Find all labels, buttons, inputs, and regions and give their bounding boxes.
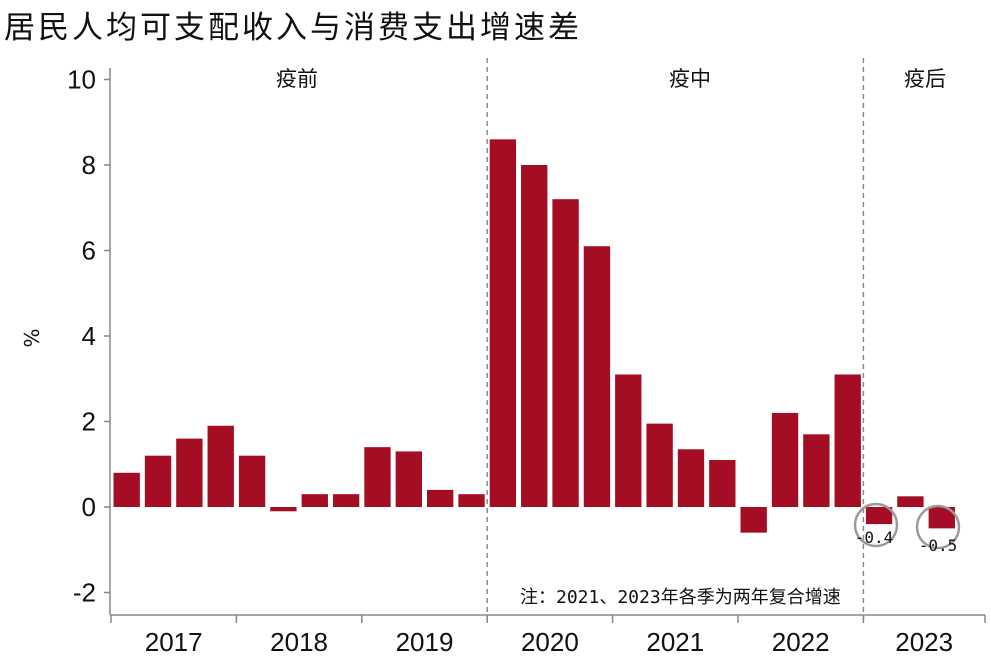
x-tick-label: 2019 [396, 627, 454, 657]
bar [740, 507, 767, 533]
bar [897, 496, 924, 507]
x-tick-label: 2018 [270, 627, 328, 657]
annotations: -0.4 -0.5 [853, 502, 961, 555]
bar [301, 494, 328, 507]
x-tick-label: 2023 [895, 627, 953, 657]
data-label-2023q3: -0.5 [919, 536, 958, 555]
phase-label-during: 疫中 [669, 67, 711, 91]
phase-labels: 疫前 疫中 疫后 [276, 67, 946, 91]
bar [332, 494, 360, 507]
bar [771, 412, 799, 507]
bar [928, 507, 955, 529]
bar [709, 459, 736, 508]
x-tick-label: 2017 [145, 627, 203, 657]
y-tick-label: -2 [73, 578, 96, 608]
y-tick-label: 2 [82, 407, 96, 437]
data-label-2023q1: -0.4 [855, 528, 894, 547]
phase-dividers [486, 58, 865, 620]
bar [646, 423, 673, 507]
bar [834, 374, 861, 508]
axes [109, 68, 985, 616]
y-tick-label: 8 [82, 150, 96, 180]
bar [176, 438, 203, 507]
bar [583, 246, 611, 508]
bar [364, 447, 391, 507]
bar [395, 451, 422, 508]
phase-label-post: 疫后 [904, 67, 946, 91]
x-tick-label: 2022 [772, 627, 830, 657]
chart-title: 居民人均可支配收入与消费支出增速差 [4, 10, 582, 46]
bar [521, 165, 548, 507]
bar [803, 434, 830, 507]
bar [270, 507, 297, 512]
y-tick-label: 6 [82, 236, 96, 266]
y-axis-unit-label: % [19, 328, 43, 347]
bar [427, 489, 454, 507]
x-ticks: 2017 2018 2019 2020 2021 2022 2023 [110, 615, 986, 657]
y-tick-label: 0 [82, 492, 96, 522]
chart-note: 注：2021、2023年各季为两年复合增速 [520, 587, 841, 608]
bar [865, 507, 893, 525]
x-tick-label: 2020 [521, 627, 579, 657]
phase-label-pre: 疫前 [276, 67, 318, 91]
bar [552, 199, 579, 507]
y-tick-label: 4 [82, 321, 96, 351]
bar [144, 455, 172, 507]
bar [615, 374, 642, 508]
bar [489, 139, 517, 507]
bar [458, 494, 485, 507]
bar [677, 449, 705, 507]
bars [113, 139, 955, 533]
annotation-circle-2023q1 [853, 502, 899, 548]
y-ticks: 10 8 6 4 2 0 -2 [67, 65, 110, 608]
bar [113, 472, 140, 507]
y-tick-label: 10 [67, 65, 96, 95]
bar [238, 455, 266, 507]
bar [207, 425, 234, 507]
x-tick-label: 2021 [646, 627, 704, 657]
annotation-circle-2023q3 [915, 504, 961, 550]
